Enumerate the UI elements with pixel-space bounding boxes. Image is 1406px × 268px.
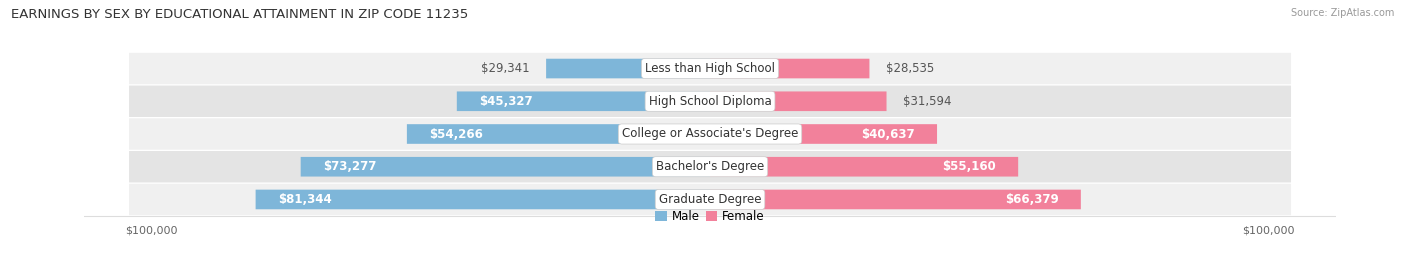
Text: $54,266: $54,266 (429, 128, 484, 140)
FancyBboxPatch shape (710, 91, 887, 111)
FancyBboxPatch shape (406, 124, 710, 144)
Text: College or Associate's Degree: College or Associate's Degree (621, 128, 799, 140)
Text: High School Diploma: High School Diploma (648, 95, 772, 108)
Text: Less than High School: Less than High School (645, 62, 775, 75)
Text: Bachelor's Degree: Bachelor's Degree (657, 160, 763, 173)
Legend: Male, Female: Male, Female (651, 205, 769, 228)
Text: $73,277: $73,277 (323, 160, 377, 173)
Text: EARNINGS BY SEX BY EDUCATIONAL ATTAINMENT IN ZIP CODE 11235: EARNINGS BY SEX BY EDUCATIONAL ATTAINMEN… (11, 8, 468, 21)
Text: $40,637: $40,637 (860, 128, 915, 140)
FancyBboxPatch shape (710, 157, 1018, 177)
FancyBboxPatch shape (129, 151, 1291, 183)
FancyBboxPatch shape (457, 91, 710, 111)
FancyBboxPatch shape (710, 124, 936, 144)
Text: $31,594: $31,594 (903, 95, 952, 108)
Text: Graduate Degree: Graduate Degree (659, 193, 761, 206)
Text: $29,341: $29,341 (481, 62, 530, 75)
Text: $81,344: $81,344 (278, 193, 332, 206)
Text: $55,160: $55,160 (942, 160, 995, 173)
Text: $66,379: $66,379 (1005, 193, 1059, 206)
FancyBboxPatch shape (546, 59, 710, 78)
FancyBboxPatch shape (710, 190, 1081, 209)
Text: Source: ZipAtlas.com: Source: ZipAtlas.com (1291, 8, 1395, 18)
Text: $45,327: $45,327 (479, 95, 533, 108)
Text: $28,535: $28,535 (886, 62, 935, 75)
FancyBboxPatch shape (710, 59, 869, 78)
FancyBboxPatch shape (256, 190, 710, 209)
FancyBboxPatch shape (129, 118, 1291, 150)
FancyBboxPatch shape (129, 85, 1291, 117)
FancyBboxPatch shape (301, 157, 710, 177)
FancyBboxPatch shape (129, 53, 1291, 84)
FancyBboxPatch shape (129, 184, 1291, 215)
